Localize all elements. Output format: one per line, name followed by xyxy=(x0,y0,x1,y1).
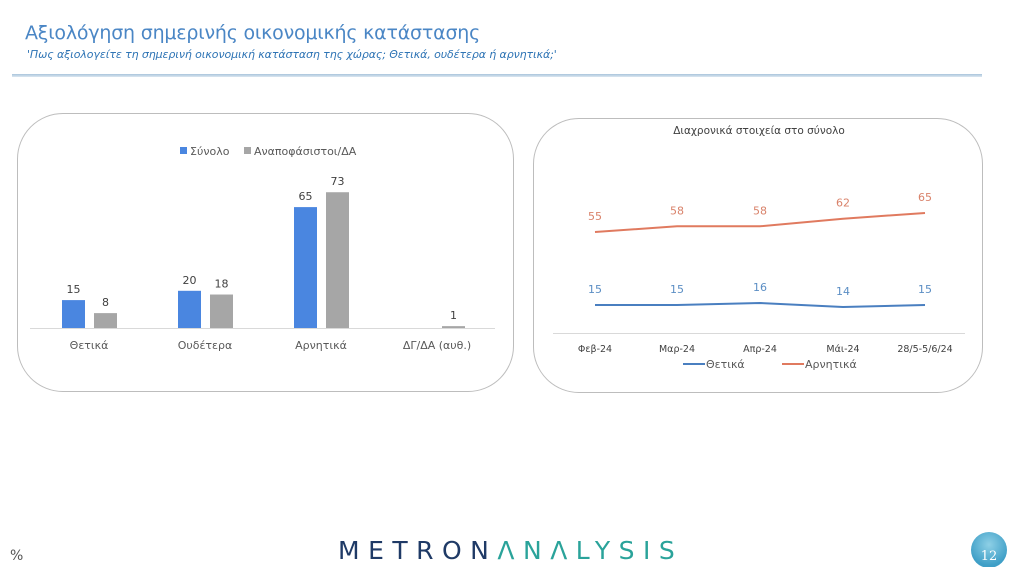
bar-legend: Σύνολο Αναποφάσιστοι/ΔΑ xyxy=(180,145,357,158)
bar-category-label: Ουδέτερα xyxy=(178,339,233,352)
bar xyxy=(326,192,349,328)
line-value-label: 15 xyxy=(670,283,684,296)
bar-category-labels: Θετικά Ουδέτερα Αρνητικά ΔΓ/ΔΑ (αυθ.) xyxy=(70,339,472,352)
line-positive xyxy=(595,301,926,309)
line-value-label: 58 xyxy=(670,204,684,217)
legend-label-undecided: Αναποφάσιστοι/ΔΑ xyxy=(254,145,357,158)
line-category-label: Μαρ-24 xyxy=(659,344,695,355)
bar xyxy=(442,326,465,328)
bar xyxy=(210,294,233,328)
brand-logo-part1: METRON xyxy=(338,536,498,565)
line-series: 15 15 16 14 15 55 58 58 62 65 xyxy=(588,191,932,309)
line-category-label: 28/5-5/6/24 xyxy=(897,344,952,355)
unit-label: % xyxy=(10,548,24,564)
page-number-badge: 12 xyxy=(971,532,1007,567)
bar xyxy=(294,207,317,328)
line-negative xyxy=(594,212,926,233)
line-value-label: 15 xyxy=(588,283,602,296)
brand-logo-part2: ΛNΛLYSIS xyxy=(497,536,684,565)
bar-chart-panel xyxy=(17,113,514,392)
line-category-label: Φεβ-24 xyxy=(578,344,612,355)
bar xyxy=(178,290,201,328)
legend-label-total: Σύνολο xyxy=(190,145,230,158)
bar xyxy=(62,300,85,328)
legend-label-negative: Αρνητικά xyxy=(805,358,857,371)
bar-value-label: 65 xyxy=(299,190,313,203)
bar-value-label: 18 xyxy=(215,278,229,291)
line-value-label: 62 xyxy=(836,197,850,210)
line-value-label: 58 xyxy=(753,204,767,217)
page-title: Αξιολόγηση σημερινής οικονομικής κατάστα… xyxy=(25,22,481,44)
line-chart-panel xyxy=(533,118,983,393)
line-value-label: 15 xyxy=(918,283,932,296)
line-value-label: 16 xyxy=(753,281,767,294)
line-legend: Θετικά Αρνητικά xyxy=(683,358,857,371)
brand-logo: METRONΛNΛLYSIS xyxy=(338,536,683,565)
bar-value-label: 1 xyxy=(450,309,457,322)
legend-label-positive: Θετικά xyxy=(706,358,745,371)
page-subtitle: 'Πως αξιολογείτε τη σημερινή οικονομική … xyxy=(27,48,557,61)
bar-value-label: 15 xyxy=(67,283,81,296)
line-value-label: 65 xyxy=(918,191,932,204)
legend-swatch-total xyxy=(180,147,187,154)
bar-series: 15 8 20 18 65 73 1 xyxy=(62,175,465,328)
bar-category-label: Θετικά xyxy=(70,339,109,352)
bar-value-label: 20 xyxy=(183,274,197,287)
bar-category-label: Αρνητικά xyxy=(295,339,347,352)
line-category-label: Απρ-24 xyxy=(743,344,777,355)
line-value-label: 14 xyxy=(836,285,850,298)
line-category-labels: Φεβ-24 Μαρ-24 Απρ-24 Μάι-24 28/5-5/6/24 xyxy=(578,344,953,355)
legend-swatch-undecided xyxy=(244,147,251,154)
line-category-label: Μάι-24 xyxy=(826,344,859,355)
bar-category-label: ΔΓ/ΔΑ (αυθ.) xyxy=(403,339,471,352)
bar-value-label: 73 xyxy=(331,175,345,188)
line-chart-title: Διαχρονικά στοιχεία στο σύνολο xyxy=(673,125,845,137)
bar xyxy=(94,313,117,328)
header-divider xyxy=(12,74,982,77)
line-value-label: 55 xyxy=(588,210,602,223)
bar-value-label: 8 xyxy=(102,296,109,309)
